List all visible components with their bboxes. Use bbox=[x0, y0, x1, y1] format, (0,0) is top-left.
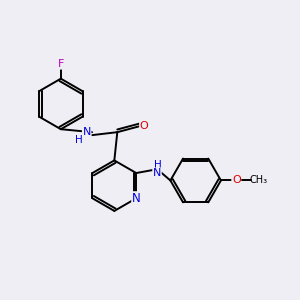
Text: O: O bbox=[140, 121, 148, 131]
Text: H: H bbox=[154, 160, 162, 170]
Text: N: N bbox=[153, 168, 161, 178]
Text: F: F bbox=[58, 59, 64, 69]
Text: H: H bbox=[75, 135, 83, 145]
Text: CH₃: CH₃ bbox=[250, 176, 268, 185]
Text: O: O bbox=[232, 176, 241, 185]
Text: N: N bbox=[82, 127, 91, 137]
Text: N: N bbox=[132, 192, 141, 205]
